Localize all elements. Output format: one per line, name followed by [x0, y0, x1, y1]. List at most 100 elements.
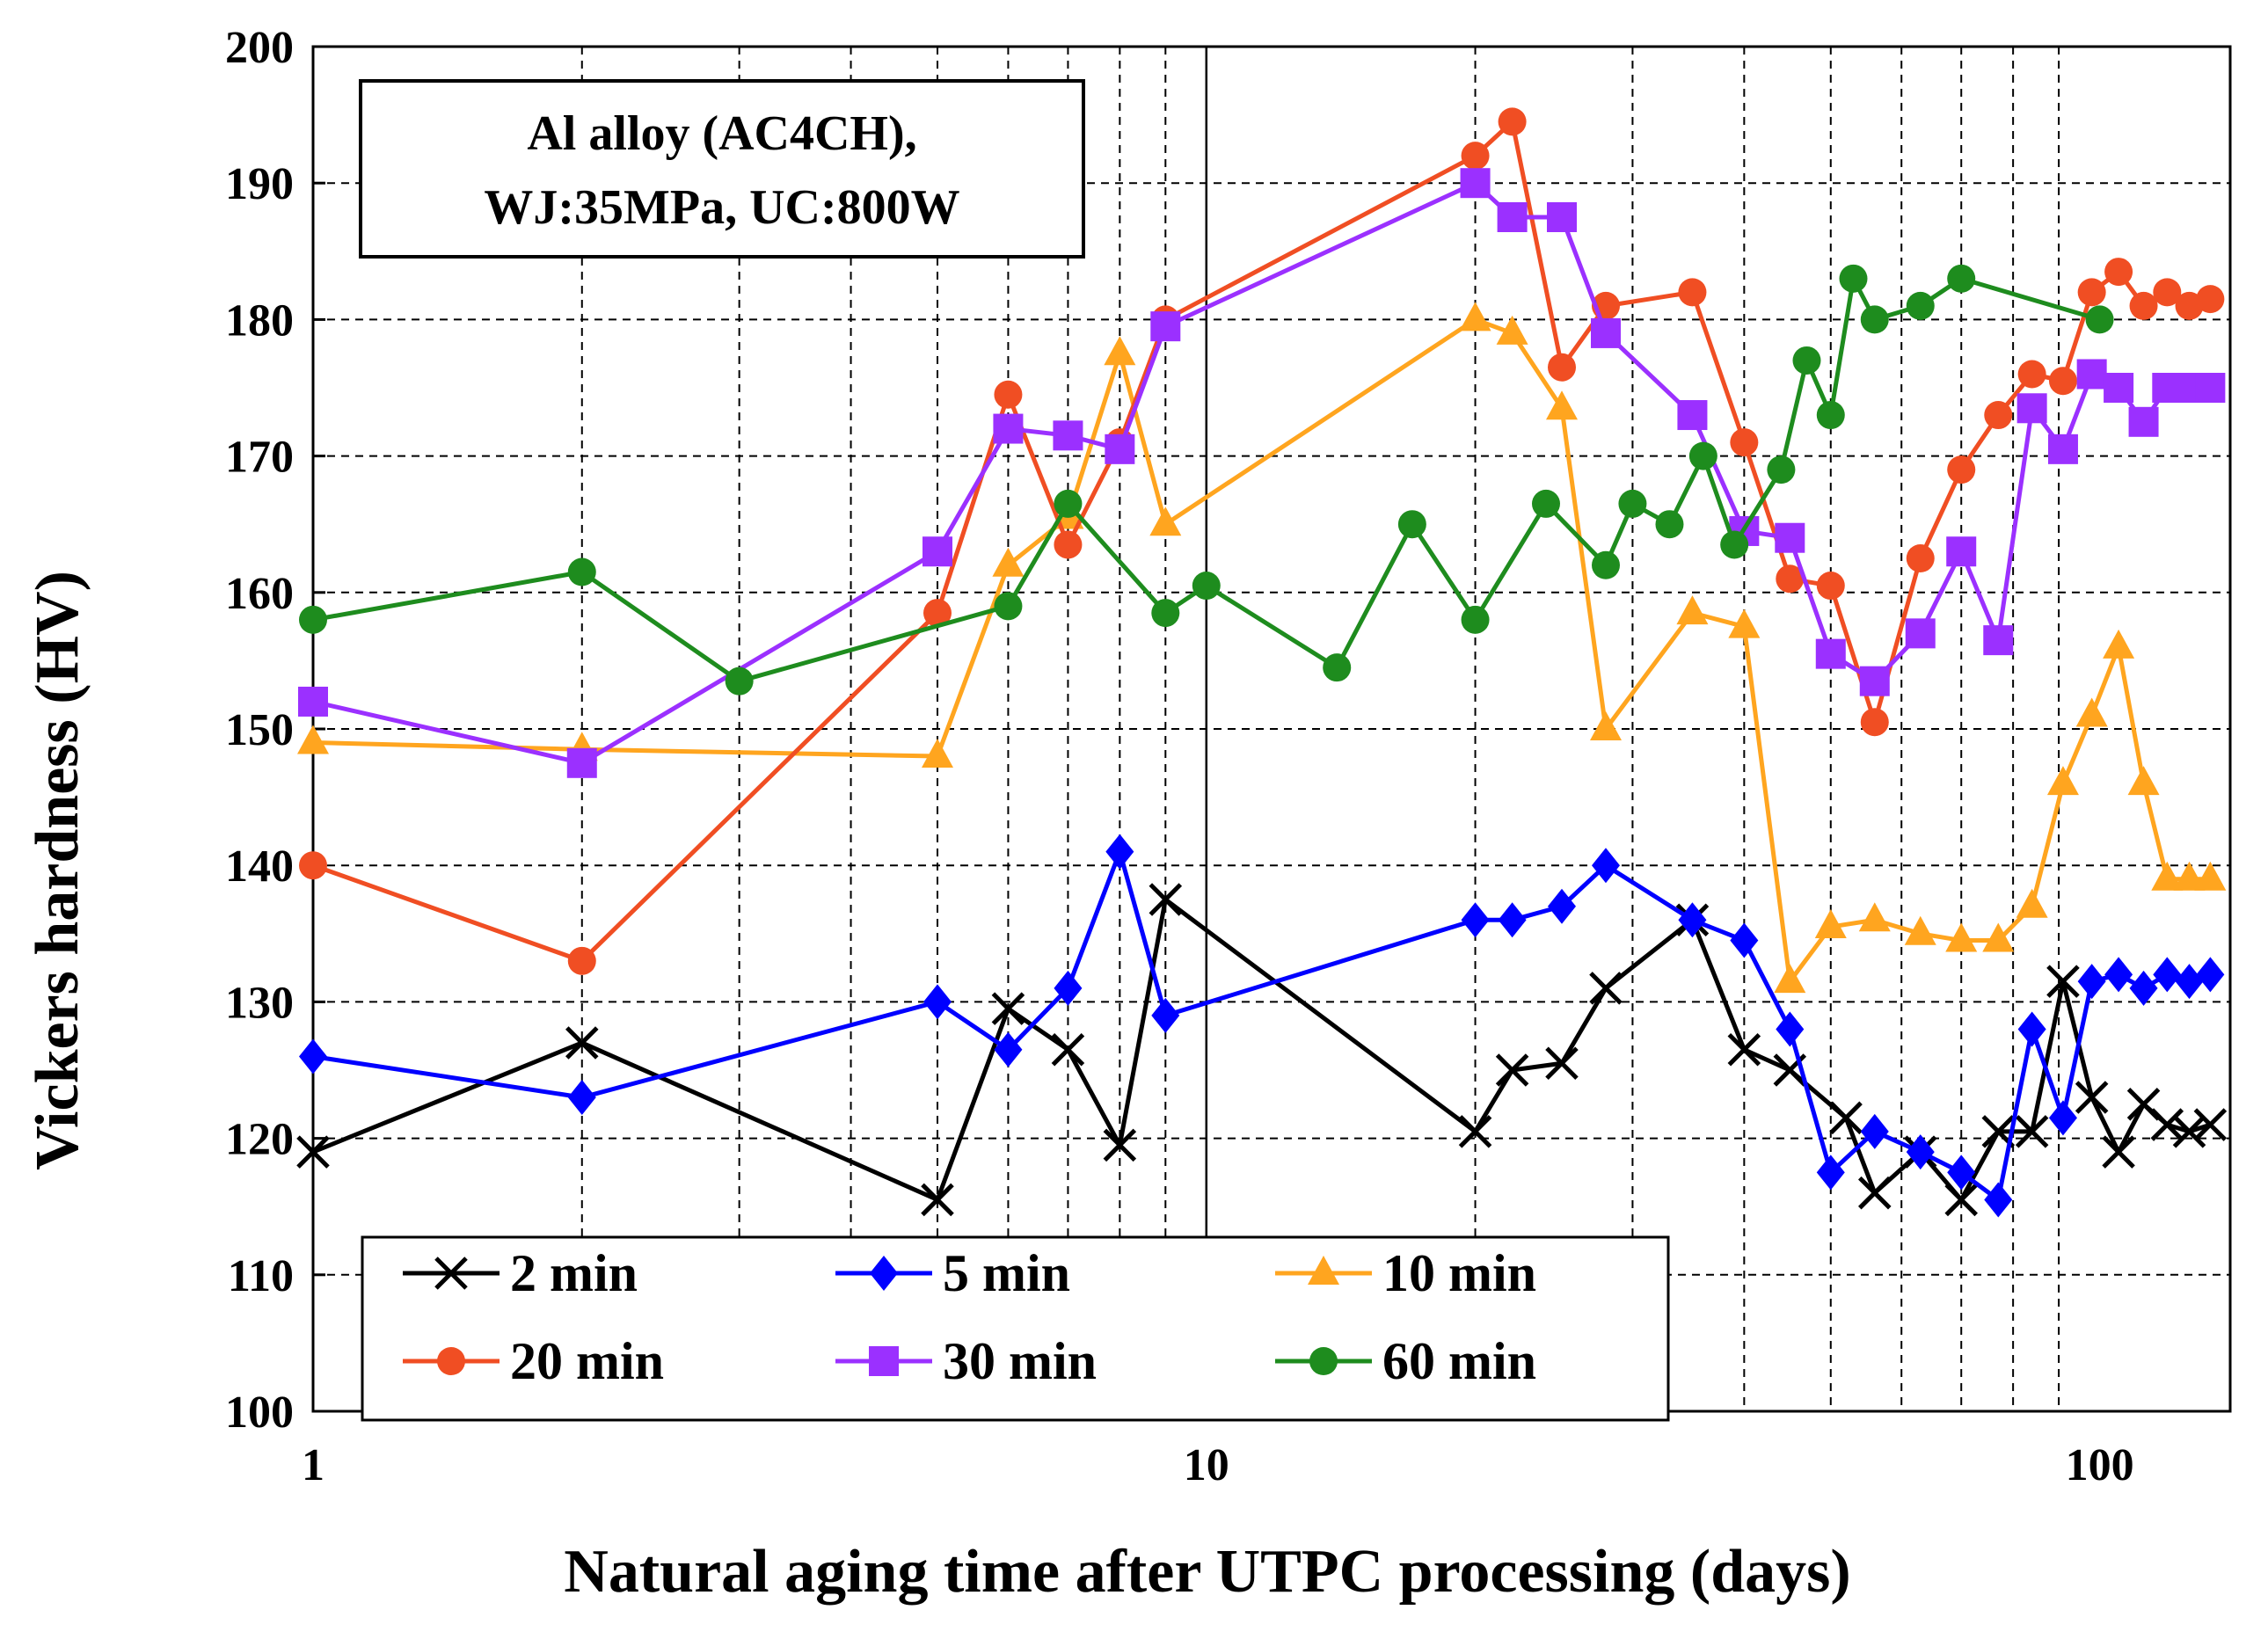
data-point-10-min	[2194, 861, 2227, 891]
data-point-5-min	[994, 1031, 1023, 1067]
y-tick-label: 190	[225, 159, 294, 209]
y-tick-label: 170	[225, 433, 294, 483]
legend-marker	[434, 1257, 468, 1290]
data-point-5-min	[1860, 1113, 1889, 1149]
data-point-30-min	[923, 536, 953, 567]
data-point-60-min	[1618, 489, 1647, 518]
data-point-20-min	[2077, 278, 2106, 307]
data-point-10-min	[2075, 697, 2108, 727]
data-point-2-min	[1051, 1032, 1085, 1067]
data-point-10-min	[1858, 902, 1891, 932]
data-point-60-min	[1655, 510, 1684, 539]
y-tick-label: 200	[225, 23, 294, 73]
data-point-30-min	[1946, 536, 1977, 567]
legend-marker	[1309, 1347, 1338, 1375]
legend-item-2-min: 2 min	[403, 1244, 638, 1302]
x-tick-label: 10	[1184, 1440, 1229, 1490]
data-point-30-min	[1983, 625, 2014, 656]
data-point-2-min	[2150, 1108, 2184, 1141]
data-point-20-min	[1678, 278, 1707, 307]
data-point-2-min	[1727, 1032, 1761, 1067]
data-point-30-min	[1590, 317, 1621, 348]
data-point-60-min	[1947, 264, 1976, 293]
data-point-2-min	[1149, 883, 1183, 916]
data-point-5-min	[1105, 834, 1134, 870]
data-point-2-min	[565, 1026, 599, 1060]
data-point-5-min	[1548, 888, 1577, 924]
data-point-10-min	[992, 547, 1025, 577]
data-point-2-min	[1944, 1183, 1978, 1217]
data-point-2-min	[2046, 965, 2080, 998]
data-point-10-min	[1149, 506, 1182, 536]
data-point-5-min	[2129, 970, 2158, 1006]
data-point-30-min	[1547, 202, 1578, 232]
legend-label: 5 min	[943, 1244, 1070, 1302]
data-point-30-min	[1460, 168, 1491, 199]
data-point-5-min	[1730, 922, 1759, 958]
data-point-20-min	[2048, 367, 2077, 396]
x-axis-title: Natural aging time after UTPC processing…	[564, 1538, 1850, 1606]
data-point-10-min	[297, 725, 329, 754]
legend-marker	[869, 1346, 899, 1376]
data-point-20-min	[1548, 353, 1577, 382]
data-point-10-min	[1728, 608, 1761, 638]
data-point-2-min	[1829, 1101, 1863, 1135]
data-point-2-min	[1589, 972, 1623, 1005]
data-point-2-min	[296, 1135, 330, 1169]
data-point-30-min	[1815, 638, 1846, 669]
data-point-2-min	[2015, 1115, 2049, 1148]
data-point-60-min	[1531, 489, 1560, 518]
data-point-30-min	[2047, 433, 2078, 464]
data-point-60-min	[1792, 346, 1821, 375]
data-point-10-min	[1676, 595, 1709, 625]
data-point-2-min	[2075, 1081, 2109, 1114]
data-point-10-min	[2173, 861, 2206, 891]
data-point-2-min	[1495, 1053, 1529, 1087]
legend: 2 min 5 min 10 min 20 min 30 min 60 min	[361, 1235, 1670, 1422]
data-point-60-min	[1461, 605, 1490, 634]
data-point-2-min	[2172, 1115, 2206, 1148]
annotation-line-2: WJ:35MPa, UC:800W	[484, 180, 959, 235]
data-point-20-min	[1730, 428, 1759, 457]
data-point-5-min	[1678, 902, 1707, 938]
data-point-5-min	[2104, 957, 2133, 993]
data-point-5-min	[1591, 848, 1620, 884]
data-point-5-min	[1054, 970, 1083, 1006]
data-point-10-min	[2103, 629, 2135, 659]
data-point-30-min	[2128, 406, 2159, 437]
data-point-10-min	[1496, 315, 1528, 345]
legend-marker	[870, 1256, 898, 1291]
data-point-20-min	[1498, 107, 1527, 136]
y-tick-label: 150	[225, 705, 294, 755]
data-point-2-min	[2102, 1135, 2135, 1169]
annotation-line-1: Al alloy (AC4CH),	[527, 106, 916, 161]
data-point-5-min	[1947, 1155, 1976, 1191]
data-point-20-min	[567, 946, 596, 975]
annotation-box: Al alloy (AC4CH), WJ:35MPa, UC:800W	[359, 79, 1085, 259]
data-point-10-min	[2151, 861, 2184, 891]
data-point-60-min	[1323, 653, 1352, 682]
data-point-60-min	[1688, 441, 1717, 470]
data-point-5-min	[299, 1038, 327, 1074]
data-point-10-min	[2016, 888, 2048, 918]
data-point-20-min	[923, 599, 952, 628]
data-point-10-min	[1945, 922, 1978, 952]
legend-marker	[437, 1347, 465, 1375]
data-point-5-min	[1906, 1134, 1935, 1170]
data-point-60-min	[1839, 264, 1868, 293]
data-point-2-min	[1103, 1128, 1137, 1162]
data-point-5-min	[2196, 957, 2225, 993]
series-60-min	[299, 264, 2114, 696]
y-tick-label: 100	[225, 1388, 294, 1438]
data-point-60-min	[1767, 455, 1796, 484]
data-point-30-min	[566, 747, 597, 778]
legend-label: 30 min	[943, 1332, 1097, 1390]
legend-item-60-min: 60 min	[1275, 1332, 1536, 1390]
data-point-20-min	[1054, 530, 1083, 559]
data-point-60-min	[1054, 489, 1083, 518]
data-point-60-min	[567, 557, 596, 586]
data-point-30-min	[1859, 666, 1890, 696]
data-point-10-min	[2046, 766, 2079, 796]
y-tick-label: 120	[225, 1115, 294, 1165]
